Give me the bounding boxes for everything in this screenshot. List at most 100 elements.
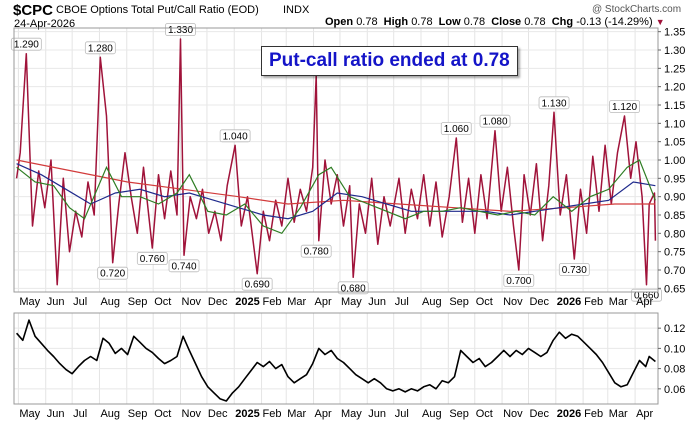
close-label: Close bbox=[491, 16, 522, 28]
y-tick-label: 0.65 bbox=[664, 283, 685, 295]
y-tick-label: 0.80 bbox=[664, 228, 685, 240]
point-label-box bbox=[241, 277, 273, 291]
moving-average-long bbox=[16, 159, 656, 212]
put-call-ratio-line bbox=[15, 38, 657, 286]
x-tick-label: Sep bbox=[449, 296, 469, 308]
point-label: 1.280 bbox=[88, 43, 113, 54]
point-label: 0.730 bbox=[562, 265, 587, 276]
upper-series bbox=[15, 38, 657, 286]
x-tick-label: May bbox=[341, 296, 362, 308]
lower-panel-frame bbox=[13, 312, 659, 405]
y-tick-label: 0.06 bbox=[664, 384, 685, 396]
chg-value: -0.13 (-14.29%) bbox=[576, 16, 653, 28]
x-tick-label: Sep bbox=[128, 296, 148, 308]
point-label-box bbox=[479, 114, 511, 128]
y-tick-label: 0.08 bbox=[664, 364, 685, 376]
point-label: 1.060 bbox=[444, 124, 469, 135]
low-value: 0.78 bbox=[463, 16, 486, 28]
x-tick-label: Apr bbox=[636, 408, 653, 420]
point-label: 1.290 bbox=[14, 40, 39, 51]
y-tick-label: 0.90 bbox=[664, 192, 685, 204]
point-label-box bbox=[538, 96, 570, 110]
point-label-box bbox=[136, 252, 168, 265]
x-tick-label: Feb bbox=[263, 408, 282, 420]
y-tick-label: 1.30 bbox=[664, 45, 685, 57]
annotation-box: Put-call ratio ended at 0.78 bbox=[261, 46, 518, 76]
close-value: 0.78 bbox=[524, 16, 546, 28]
point-label-box bbox=[84, 41, 116, 55]
watermark: @ StockCharts.com bbox=[592, 4, 682, 15]
y-tick-label: 0.75 bbox=[664, 247, 685, 259]
x-tick-label: 2026 bbox=[557, 296, 581, 308]
x-tick-label: Mar bbox=[609, 296, 628, 308]
point-label-box bbox=[300, 244, 332, 258]
point-label-box bbox=[609, 100, 640, 113]
point-label: 1.120 bbox=[612, 102, 637, 113]
point-label: 1.080 bbox=[483, 117, 508, 128]
x-tick-label: 2025 bbox=[235, 408, 259, 420]
chart-date: 24-Apr-2026 bbox=[14, 18, 76, 30]
point-label-box bbox=[503, 274, 535, 287]
x-tick-label: Dec bbox=[208, 296, 228, 308]
x-tick-label: Nov bbox=[182, 296, 202, 308]
open-value: 0.78 bbox=[356, 16, 378, 28]
ohlc-readout: Open 0.78 High 0.78 Low 0.78 Close 0.78 … bbox=[325, 16, 665, 28]
high-value: 0.78 bbox=[411, 16, 433, 28]
y-tick-label: 0.95 bbox=[664, 173, 685, 185]
point-label-box bbox=[10, 37, 42, 51]
point-label: 1.130 bbox=[542, 98, 567, 109]
y-tick-label: 1.15 bbox=[664, 100, 685, 112]
x-tick-label: May bbox=[19, 408, 40, 420]
y-tick-label: 1.00 bbox=[664, 155, 685, 167]
point-labels: 1.290 1.280 0.720 0.760 1.330 0.740 1.040 0.690… bbox=[10, 23, 662, 302]
x-tick-label: Jun bbox=[47, 408, 65, 420]
x-tick-label: 2026 bbox=[557, 408, 581, 420]
high-label: High bbox=[383, 16, 409, 28]
point-label-box bbox=[165, 23, 196, 36]
security-name: CBOE Options Total Put/Call Ratio (EOD) bbox=[56, 4, 259, 16]
x-tick-label: Aug bbox=[100, 408, 120, 420]
x-tick-label: Apr bbox=[315, 408, 332, 420]
y-tick-label: 0.70 bbox=[664, 265, 685, 277]
x-tick-label: Mar bbox=[609, 408, 628, 420]
x-tick-label: Feb bbox=[263, 296, 282, 308]
x-tick-label: Oct bbox=[154, 296, 171, 308]
moving-average-mid bbox=[16, 163, 656, 220]
point-label-box bbox=[97, 266, 129, 280]
y-tick-label: 1.35 bbox=[664, 27, 685, 39]
x-tick-label: Oct bbox=[476, 296, 493, 308]
x-tick-label: Jul bbox=[73, 408, 87, 420]
x-tick-label: Aug bbox=[422, 408, 442, 420]
x-tick-label: Nov bbox=[503, 296, 523, 308]
lower-indicator-line bbox=[15, 319, 656, 402]
low-label: Low bbox=[438, 16, 461, 28]
y-tick-label: 1.10 bbox=[664, 118, 685, 130]
point-label: 0.740 bbox=[172, 261, 197, 272]
chg-label: Chg bbox=[551, 16, 574, 28]
x-tick-label: Apr bbox=[315, 296, 332, 308]
y-tick-label: 1.20 bbox=[664, 82, 685, 94]
x-tick-label: Sep bbox=[128, 408, 148, 420]
y-tick-label: 1.25 bbox=[664, 63, 685, 75]
x-tick-label: Jul bbox=[395, 408, 409, 420]
y-tick-label: 1.05 bbox=[664, 137, 685, 149]
x-tick-label: Aug bbox=[422, 296, 442, 308]
x-tick-label: Jul bbox=[395, 296, 409, 308]
x-tick-label: Feb bbox=[584, 296, 603, 308]
x-tick-label: Dec bbox=[529, 408, 549, 420]
x-tick-label: Oct bbox=[154, 408, 171, 420]
point-label: 0.780 bbox=[304, 247, 329, 258]
axes: May May Jun Jun Jul Jul Aug Aug Sep Sep Oct Oct Nov N… bbox=[13, 27, 685, 420]
point-label: 0.660 bbox=[634, 291, 659, 302]
x-tick-label: Sep bbox=[449, 408, 469, 420]
y-tick-label: 0.10 bbox=[664, 343, 685, 355]
x-tick-label: May bbox=[19, 296, 40, 308]
point-label: 0.700 bbox=[506, 276, 531, 287]
x-tick-label: Oct bbox=[476, 408, 493, 420]
point-label: 1.040 bbox=[223, 131, 248, 142]
exchange: INDX bbox=[283, 4, 310, 16]
x-tick-label: Nov bbox=[503, 408, 523, 420]
x-tick-label: Mar bbox=[287, 408, 306, 420]
point-label: 0.720 bbox=[100, 269, 125, 280]
